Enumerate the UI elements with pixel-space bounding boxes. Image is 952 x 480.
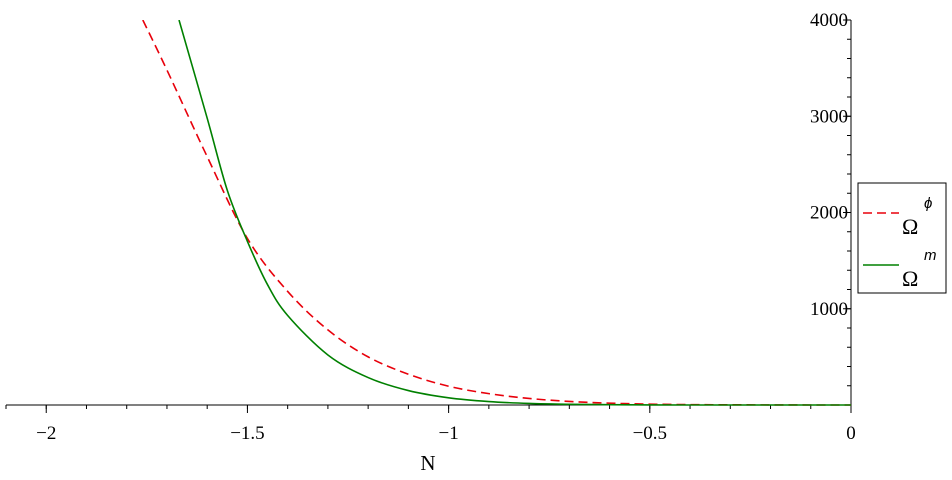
x-axis: −2 −1.5 −1 −0.5 0: [5, 404, 856, 444]
series-line-omega-m: [178, 20, 851, 406]
x-tick-label: −0.5: [633, 423, 667, 444]
legend-label-omega-m: Ω: [902, 266, 918, 291]
x-axis-title: N: [420, 451, 435, 475]
x-tick-label: −2: [36, 423, 56, 444]
legend-box: [857, 182, 947, 294]
y-tick-label: 3000: [810, 106, 848, 127]
x-tick-label: −1: [439, 423, 459, 444]
x-tick-label: 0: [846, 423, 856, 444]
series-line-omega-phi: [142, 20, 851, 406]
y-tick-label: 2000: [810, 203, 848, 224]
legend-superscript-omega-phi: ϕ: [924, 195, 932, 212]
legend-superscript-omega-m: m: [924, 247, 937, 264]
legend-label-omega-phi: Ω: [902, 214, 918, 239]
y-axis: 1000 2000 3000 4000: [810, 10, 852, 405]
y-tick-label: 4000: [810, 10, 848, 31]
x-tick-label: −1.5: [230, 423, 264, 444]
series-layer: [142, 20, 851, 406]
y-tick-label: 1000: [810, 299, 848, 320]
